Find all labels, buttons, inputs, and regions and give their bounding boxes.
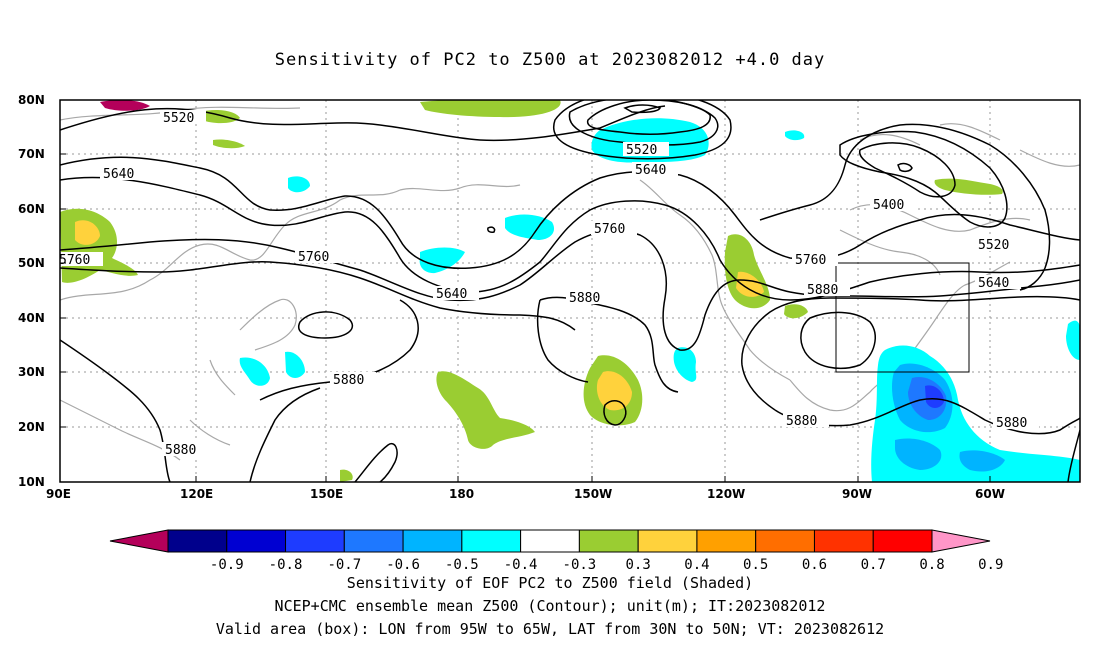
colorbar-cell (872, 529, 933, 553)
lat-label: 70N (18, 147, 45, 161)
colorbar-cell (931, 529, 991, 553)
contour-label: 5400 (873, 198, 904, 213)
contour-label: 5880 (786, 414, 817, 429)
colorbar-cell (285, 529, 345, 553)
contour-label: 5640 (635, 163, 666, 178)
colorbar-tick-label: -0.4 (504, 557, 538, 573)
colorbar-cell (755, 529, 815, 553)
colorbar-cell (578, 529, 639, 553)
contour-label: 5640 (436, 287, 467, 302)
colorbar-cell (461, 529, 522, 553)
lon-label: 150W (574, 487, 612, 501)
contour-label: 5640 (103, 167, 134, 182)
colorbar-cell (813, 529, 874, 553)
lon-label: 90W (842, 487, 872, 501)
caption-line-3: Valid area (box): LON from 95W to 65W, L… (215, 620, 885, 638)
colorbar-cell (109, 529, 169, 553)
negative-area (895, 438, 942, 470)
colorbar-tick-label: 0.3 (626, 557, 651, 573)
latitude-labels: 80N 70N 60N 50N 40N 30N 20N 10N (18, 93, 45, 489)
colorbar-tick-label: -0.3 (563, 557, 597, 573)
negative-area (673, 347, 697, 382)
lat-label: 40N (18, 311, 45, 325)
colorbar-cell (696, 529, 757, 553)
negative-area (285, 351, 305, 378)
lat-label: 60N (18, 202, 45, 216)
contour-label: 5880 (165, 443, 196, 458)
positive-area (420, 100, 561, 118)
colorbar-tick-label: 0.5 (743, 557, 768, 573)
colorbar-cell (402, 529, 463, 553)
contour-label: 5880 (807, 283, 838, 298)
negative-area (925, 385, 944, 408)
colorbar-tick-label: 0.4 (684, 557, 709, 573)
contour-label: 5520 (163, 111, 194, 126)
colorbar-cell (226, 529, 287, 553)
negative-area (239, 357, 270, 386)
colorbar-tick-label: 0.7 (861, 557, 886, 573)
positive-area (784, 304, 808, 319)
negative-area (591, 118, 709, 163)
lon-label: 60W (975, 487, 1005, 501)
figure-title: Sensitivity of PC2 to Z500 at 2023082012… (274, 50, 826, 70)
negative-area (419, 247, 465, 274)
colorbar-tick-label: 0.6 (802, 557, 827, 573)
contour-label: 5760 (59, 253, 90, 268)
negative-area (959, 450, 1005, 472)
negative-area (288, 176, 310, 193)
contour-label: 5760 (594, 222, 625, 237)
lat-label: 50N (18, 256, 45, 270)
gridlines (60, 100, 1080, 482)
negative-area (1066, 320, 1080, 360)
positive-area (596, 371, 632, 411)
colorbar-tick-label: -0.7 (327, 557, 361, 573)
colorbar-tick-label: -0.8 (269, 557, 303, 573)
contour-label: 5760 (795, 253, 826, 268)
negative-area (505, 214, 555, 240)
lon-label: 120E (180, 487, 213, 501)
lon-label: 120W (707, 487, 745, 501)
colorbar: -0.9 -0.8 -0.7 -0.6 -0.5 -0.4 -0.3 0.3 0.4 0.5 0.6… (109, 529, 1003, 573)
colorbar-tick-label: 0.8 (919, 557, 944, 573)
positive-area (736, 271, 764, 297)
caption-line-1: Sensitivity of EOF PC2 to Z500 field (Sh… (346, 574, 754, 592)
positive-area (100, 100, 150, 111)
contour-label: 5520 (626, 143, 657, 158)
positive-area (75, 220, 100, 245)
valid-area-box (835, 262, 970, 373)
colorbar-tick-label: 0.9 (978, 557, 1003, 573)
lat-label: 30N (18, 365, 45, 379)
negative-area (785, 130, 805, 141)
colorbar-cell (637, 529, 698, 553)
colorbar-cell (167, 529, 228, 553)
longitude-labels: 90E 120E 150E 180 150W 120W 90W 60W (46, 487, 1005, 501)
lat-label: 10N (18, 475, 45, 489)
contour-labels: 5520 5520 5640 5640 5760 5760 5640 5880 … (57, 110, 1039, 458)
lat-label: 80N (18, 93, 45, 107)
z500-contours (60, 100, 1080, 482)
colorbar-tick-label: -0.5 (445, 557, 479, 573)
contour-label: 5880 (569, 291, 600, 306)
lat-label: 20N (18, 420, 45, 434)
positive-area (340, 469, 353, 482)
colorbar-tick-label: -0.9 (210, 557, 244, 573)
colorbar-cell (343, 529, 404, 553)
positive-area (213, 139, 245, 149)
lon-label: 90E (46, 487, 71, 501)
contour-label: 5640 (978, 276, 1009, 291)
colorbar-tick-label: -0.6 (386, 557, 420, 573)
caption-line-2: NCEP+CMC ensemble mean Z500 (Contour); u… (274, 597, 826, 615)
contour-label: 5880 (333, 373, 364, 388)
contour-label: 5760 (298, 250, 329, 265)
lon-label: 150E (310, 487, 343, 501)
contour-label: 5520 (978, 238, 1009, 253)
colorbar-cell (520, 529, 580, 553)
lon-label: 180 (449, 487, 474, 501)
positive-area (436, 371, 535, 449)
contour-label: 5880 (996, 416, 1027, 431)
